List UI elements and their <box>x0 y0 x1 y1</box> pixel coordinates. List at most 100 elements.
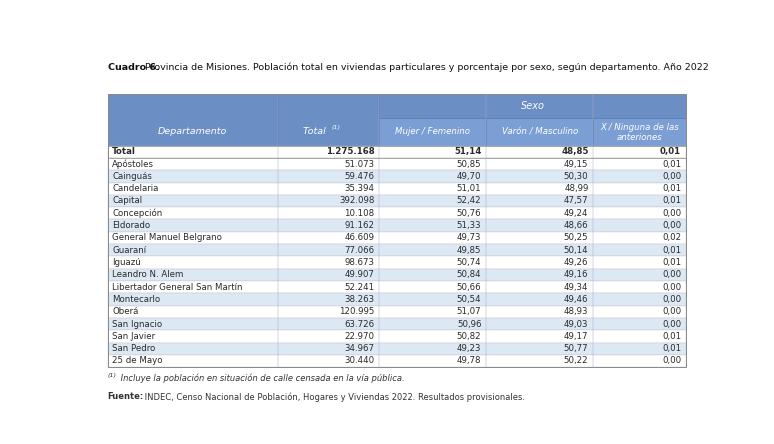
Text: 50,84: 50,84 <box>457 270 481 279</box>
Text: 48,99: 48,99 <box>564 184 588 193</box>
Text: 49,73: 49,73 <box>457 234 481 242</box>
Bar <box>108 146 686 158</box>
Text: 51.073: 51.073 <box>344 159 375 169</box>
Text: Leandro N. Alem: Leandro N. Alem <box>112 270 183 279</box>
Text: Total: Total <box>112 147 136 156</box>
Text: 50,22: 50,22 <box>563 357 588 365</box>
Text: 49,15: 49,15 <box>564 159 588 169</box>
Bar <box>108 281 686 293</box>
Text: Concepción: Concepción <box>112 209 163 218</box>
Bar <box>108 244 686 256</box>
Text: 0,01: 0,01 <box>662 332 681 341</box>
Text: (1): (1) <box>108 373 117 378</box>
Text: Guaraní: Guaraní <box>112 246 146 255</box>
Text: Sexo: Sexo <box>521 101 545 111</box>
Text: Eldorado: Eldorado <box>112 221 150 230</box>
Text: Incluye la población en situación de calle censada en la vía pública.: Incluye la población en situación de cal… <box>118 373 405 383</box>
Text: 392.098: 392.098 <box>339 197 375 206</box>
Bar <box>108 207 686 219</box>
Text: 0,00: 0,00 <box>662 221 681 230</box>
Text: 50,30: 50,30 <box>563 172 588 181</box>
Text: Iguazú: Iguazú <box>112 258 141 267</box>
Text: San Javier: San Javier <box>112 332 156 341</box>
Bar <box>108 182 686 195</box>
Text: 48,66: 48,66 <box>563 221 588 230</box>
Text: Capital: Capital <box>112 197 142 206</box>
Bar <box>108 94 686 367</box>
Text: 49.907: 49.907 <box>344 270 375 279</box>
Text: 51,01: 51,01 <box>457 184 481 193</box>
Text: 0,01: 0,01 <box>660 147 681 156</box>
Text: 0,01: 0,01 <box>662 197 681 206</box>
Text: anteriones: anteriones <box>617 133 663 142</box>
Text: Libertador General San Martín: Libertador General San Martín <box>112 283 243 292</box>
Text: 35.394: 35.394 <box>344 184 375 193</box>
Text: 0,00: 0,00 <box>662 295 681 304</box>
Text: X / Ninguna de las: X / Ninguna de las <box>600 123 679 132</box>
Text: Varón / Masculino: Varón / Masculino <box>502 127 578 136</box>
Text: 59.476: 59.476 <box>344 172 375 181</box>
Text: 48,93: 48,93 <box>564 307 588 316</box>
Text: 0,01: 0,01 <box>662 184 681 193</box>
Text: 10.108: 10.108 <box>344 209 375 218</box>
Bar <box>486 118 594 146</box>
Bar <box>108 355 686 367</box>
Text: San Ignacio: San Ignacio <box>112 320 163 329</box>
Text: 52.241: 52.241 <box>344 283 375 292</box>
Bar <box>108 158 686 170</box>
Text: Fuente:: Fuente: <box>108 392 144 401</box>
Text: 0,00: 0,00 <box>662 320 681 329</box>
Text: Mujer / Femenino: Mujer / Femenino <box>396 127 471 136</box>
Text: 46.609: 46.609 <box>344 234 375 242</box>
Text: 49,26: 49,26 <box>564 258 588 267</box>
Text: 0,00: 0,00 <box>662 307 681 316</box>
Text: Candelaria: Candelaria <box>112 184 159 193</box>
Text: 120.995: 120.995 <box>339 307 375 316</box>
Text: General Manuel Belgrano: General Manuel Belgrano <box>112 234 222 242</box>
Text: 49,16: 49,16 <box>564 270 588 279</box>
Text: 0,01: 0,01 <box>662 344 681 353</box>
Text: 50,66: 50,66 <box>457 283 481 292</box>
Text: Cainguás: Cainguás <box>112 172 152 181</box>
Text: 0,01: 0,01 <box>662 258 681 267</box>
Text: 50,74: 50,74 <box>457 258 481 267</box>
Text: 98.673: 98.673 <box>344 258 375 267</box>
Text: 50,25: 50,25 <box>563 234 588 242</box>
Text: 51,33: 51,33 <box>457 221 481 230</box>
Bar <box>108 219 686 232</box>
Text: 25 de Mayo: 25 de Mayo <box>112 357 163 365</box>
Text: 49,46: 49,46 <box>564 295 588 304</box>
Text: 49,24: 49,24 <box>564 209 588 218</box>
Text: 1.275.168: 1.275.168 <box>326 147 375 156</box>
Text: 22.970: 22.970 <box>344 332 375 341</box>
Text: Provincia de Misiones. Población total en viviendas particulares y porcentaje po: Provincia de Misiones. Población total e… <box>142 63 708 72</box>
Text: 50,54: 50,54 <box>457 295 481 304</box>
Text: Total: Total <box>303 127 329 136</box>
Text: Apóstoles: Apóstoles <box>112 159 154 169</box>
Bar <box>379 118 486 146</box>
Text: 48,85: 48,85 <box>561 147 588 156</box>
Text: 51,14: 51,14 <box>454 147 481 156</box>
Text: 50,85: 50,85 <box>457 159 481 169</box>
Text: 49,70: 49,70 <box>457 172 481 181</box>
Text: San Pedro: San Pedro <box>112 344 156 353</box>
Text: 50,96: 50,96 <box>457 320 481 329</box>
Text: 50,14: 50,14 <box>563 246 588 255</box>
Bar <box>108 342 686 355</box>
Text: 49,03: 49,03 <box>564 320 588 329</box>
Text: 0,01: 0,01 <box>662 246 681 255</box>
Bar <box>108 330 686 342</box>
Text: (1): (1) <box>332 125 341 130</box>
Bar <box>108 305 686 318</box>
Text: 77.066: 77.066 <box>344 246 375 255</box>
Text: 63.726: 63.726 <box>344 320 375 329</box>
Text: 49,23: 49,23 <box>457 344 481 353</box>
Bar <box>108 318 686 330</box>
Text: 0,02: 0,02 <box>662 234 681 242</box>
Text: 52,42: 52,42 <box>457 197 481 206</box>
Text: 30.440: 30.440 <box>344 357 375 365</box>
Bar <box>108 170 686 182</box>
Text: 51,07: 51,07 <box>457 307 481 316</box>
Text: 38.263: 38.263 <box>344 295 375 304</box>
Bar <box>108 293 686 305</box>
